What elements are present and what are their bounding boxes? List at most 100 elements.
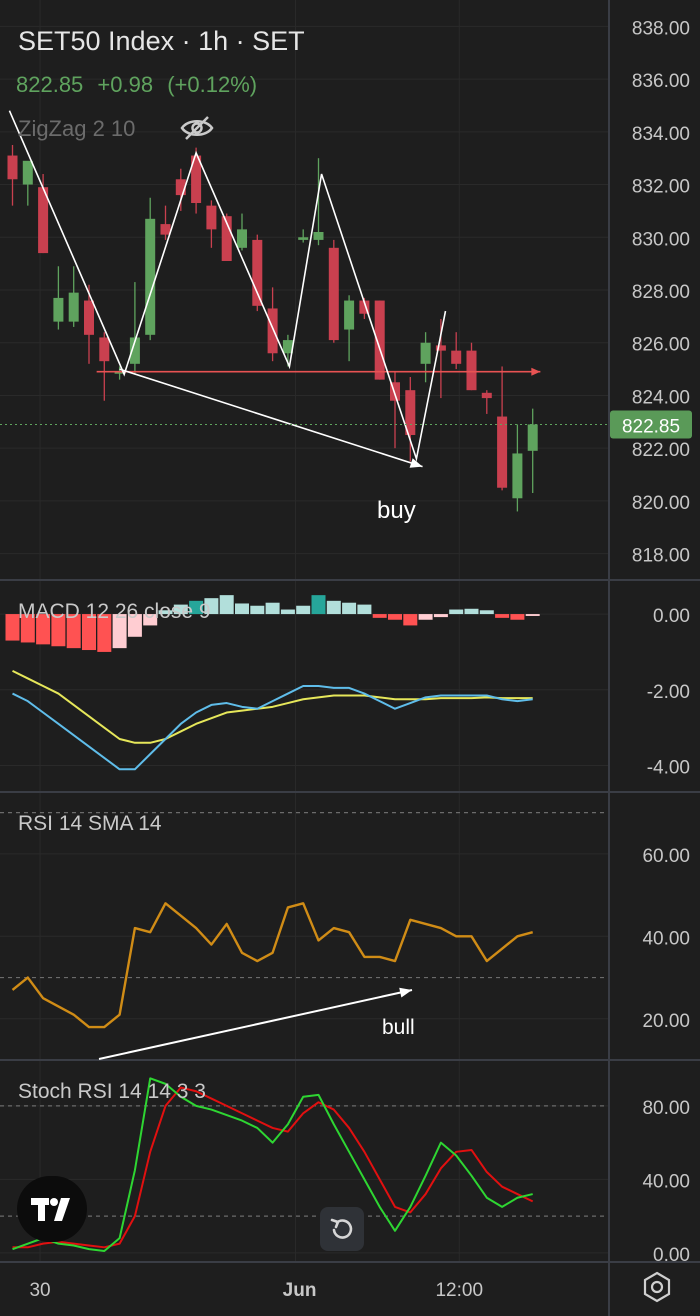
candle-body (512, 453, 523, 499)
candle-body (175, 179, 186, 196)
reset-chart-icon[interactable] (320, 1207, 364, 1251)
macd-histogram-bar (82, 614, 96, 651)
candle-body (359, 300, 370, 314)
stoch-y-tick-label: 40.00 (642, 1171, 690, 1192)
candle-body (99, 337, 110, 362)
macd-histogram-bar (189, 600, 204, 615)
candle-body (7, 155, 18, 180)
price-y-tick-label: 822.00 (632, 440, 690, 461)
last-price: 822.85 (16, 72, 84, 97)
x-tick-label: Jun (283, 1280, 317, 1301)
candle-body (68, 292, 79, 322)
candle-body (451, 350, 462, 364)
stoch-k-line (12, 1077, 533, 1252)
macd-histogram-bar (280, 609, 295, 615)
candle-body (405, 390, 416, 435)
macd-histogram-bar (158, 610, 173, 615)
rsi-y-tick-label: 20.00 (642, 1011, 690, 1032)
stoch-y-tick-label: 80.00 (642, 1098, 690, 1119)
macd-histogram-bar (418, 614, 433, 620)
candle-body (145, 218, 156, 335)
x-tick-label: 30 (29, 1280, 50, 1301)
bull-divergence-arrowhead (399, 987, 412, 998)
macd-histogram-bar (464, 608, 479, 615)
macd-y-tick-label: -4.00 (647, 758, 690, 779)
price-change-percent: (+0.12%) (167, 72, 258, 97)
candle-body (466, 350, 477, 391)
macd-histogram-bar (173, 604, 188, 615)
candle-body (191, 155, 202, 203)
macd-y-tick-label: -2.00 (647, 682, 690, 703)
candle-body (374, 300, 385, 380)
price-y-tick-label: 834.00 (632, 124, 690, 145)
price-y-tick-label: 836.00 (632, 71, 690, 92)
macd-histogram-bar (204, 598, 219, 615)
macd-y-tick-label: 0.00 (653, 606, 690, 627)
candle-body (420, 342, 431, 364)
candle-body (252, 239, 263, 306)
rsi-y-tick-label: 60.00 (642, 846, 690, 867)
candle-body (22, 160, 33, 185)
tradingview-logo (17, 1176, 87, 1242)
rsi-label[interactable]: RSI 14 SMA 14 (18, 812, 162, 835)
candle-body (344, 300, 355, 330)
symbol-title[interactable]: SET50 Index · 1h · SET (18, 26, 305, 56)
macd-histogram-bar (495, 614, 510, 618)
candle-body (328, 247, 339, 341)
macd-histogram-bar (143, 614, 158, 626)
zigzag-indicator-label[interactable]: ZigZag 2 10 (18, 116, 136, 141)
macd-histogram-bar (250, 605, 265, 615)
macd-histogram-bar (5, 614, 20, 641)
candle-body (298, 237, 309, 240)
trend-arrowhead (409, 458, 423, 468)
price-y-tick-label: 832.00 (632, 177, 690, 198)
candle-body (114, 371, 125, 374)
settings-gear-icon[interactable] (640, 1270, 674, 1304)
candle-body (267, 308, 278, 354)
macd-histogram-bar (342, 602, 357, 615)
macd-histogram-bar (403, 614, 418, 626)
macd-histogram-bar (66, 614, 81, 649)
last-price-badge (610, 410, 692, 439)
candle-body (282, 340, 293, 354)
macd-histogram-bar (357, 604, 372, 615)
trend-arrow-line (119, 368, 423, 468)
macd-histogram-bar (479, 610, 494, 615)
eye-hidden-icon[interactable] (180, 114, 214, 142)
macd-histogram-bar (510, 614, 525, 620)
last-price-badge-text: 822.85 (622, 416, 680, 437)
candle-body (237, 229, 247, 248)
macd-histogram-bar (372, 614, 387, 618)
macd-signal-line (12, 669, 533, 744)
candle-body (38, 187, 49, 254)
price-y-tick-label: 824.00 (632, 387, 690, 408)
macd-histogram-bar (97, 614, 112, 652)
candle-body (129, 337, 140, 364)
macd-histogram-bar (311, 595, 326, 615)
macd-histogram-bar (20, 614, 35, 643)
macd-histogram-bar (51, 614, 66, 647)
price-summary: 822.85 +0.98 (+0.12%) (16, 72, 265, 98)
stoch-rsi-label[interactable]: Stoch RSI 14 14 3 3 (18, 1080, 206, 1103)
candle-body (481, 392, 492, 399)
macd-histogram-bar (219, 595, 234, 615)
price-y-tick-label: 826.00 (632, 335, 690, 356)
bull-annotation: bull (382, 1016, 415, 1039)
horizontal-ray-arrowhead (531, 367, 541, 376)
price-y-tick-label: 820.00 (632, 493, 690, 514)
price-y-tick-label: 818.00 (632, 546, 690, 567)
candle-body (527, 424, 538, 451)
macd-label[interactable]: MACD 12 26 close 9 (18, 600, 211, 623)
macd-histogram-bar (326, 600, 341, 615)
price-y-tick-label: 838.00 (632, 18, 690, 39)
candle-body (221, 216, 232, 261)
price-change: +0.98 (97, 72, 154, 97)
stoch-y-tick-label: 0.00 (653, 1245, 690, 1266)
macd-histogram-bar (36, 614, 51, 645)
price-y-tick-label: 830.00 (632, 229, 690, 250)
macd-histogram-bar (296, 605, 311, 615)
buy-annotation: buy (377, 497, 416, 524)
